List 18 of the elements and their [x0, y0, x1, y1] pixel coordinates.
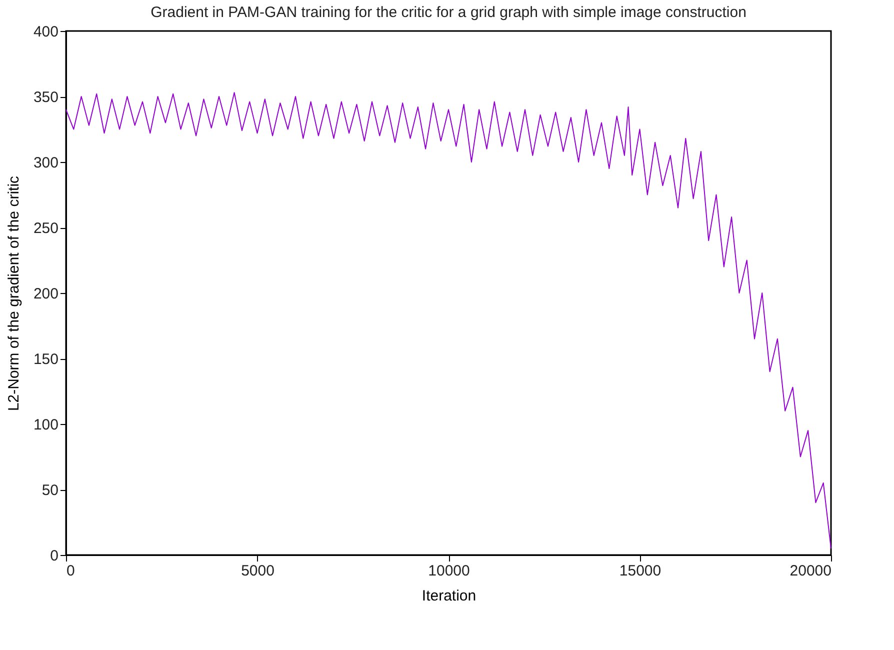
x-tick-label: 0 [66, 562, 75, 580]
x-tick-label: 15000 [619, 562, 662, 580]
y-tick-label: 200 [33, 286, 58, 302]
x-tick-label: 10000 [428, 562, 470, 580]
y-tick-label: 300 [33, 154, 58, 172]
line-series [66, 92, 832, 549]
x-tick-label: 20000 [790, 562, 832, 580]
y-axis-title: L2-Norm of the gradient of the critic [5, 175, 22, 412]
y-tick-label: 150 [33, 351, 58, 368]
chart-title: Gradient in PAM-GAN training for the critic for a grid graph with simple image construction [150, 4, 746, 21]
y-tick-label: 350 [33, 89, 58, 106]
y-tick-label: 100 [33, 416, 58, 434]
y-tick-label: 0 [50, 548, 58, 564]
y-tick-label: 400 [33, 24, 58, 40]
y-tick-label: 250 [33, 220, 58, 237]
x-axis-title: Iteration [422, 588, 476, 604]
y-tick-label: 50 [42, 482, 58, 499]
x-tick-label: 5000 [241, 562, 274, 580]
